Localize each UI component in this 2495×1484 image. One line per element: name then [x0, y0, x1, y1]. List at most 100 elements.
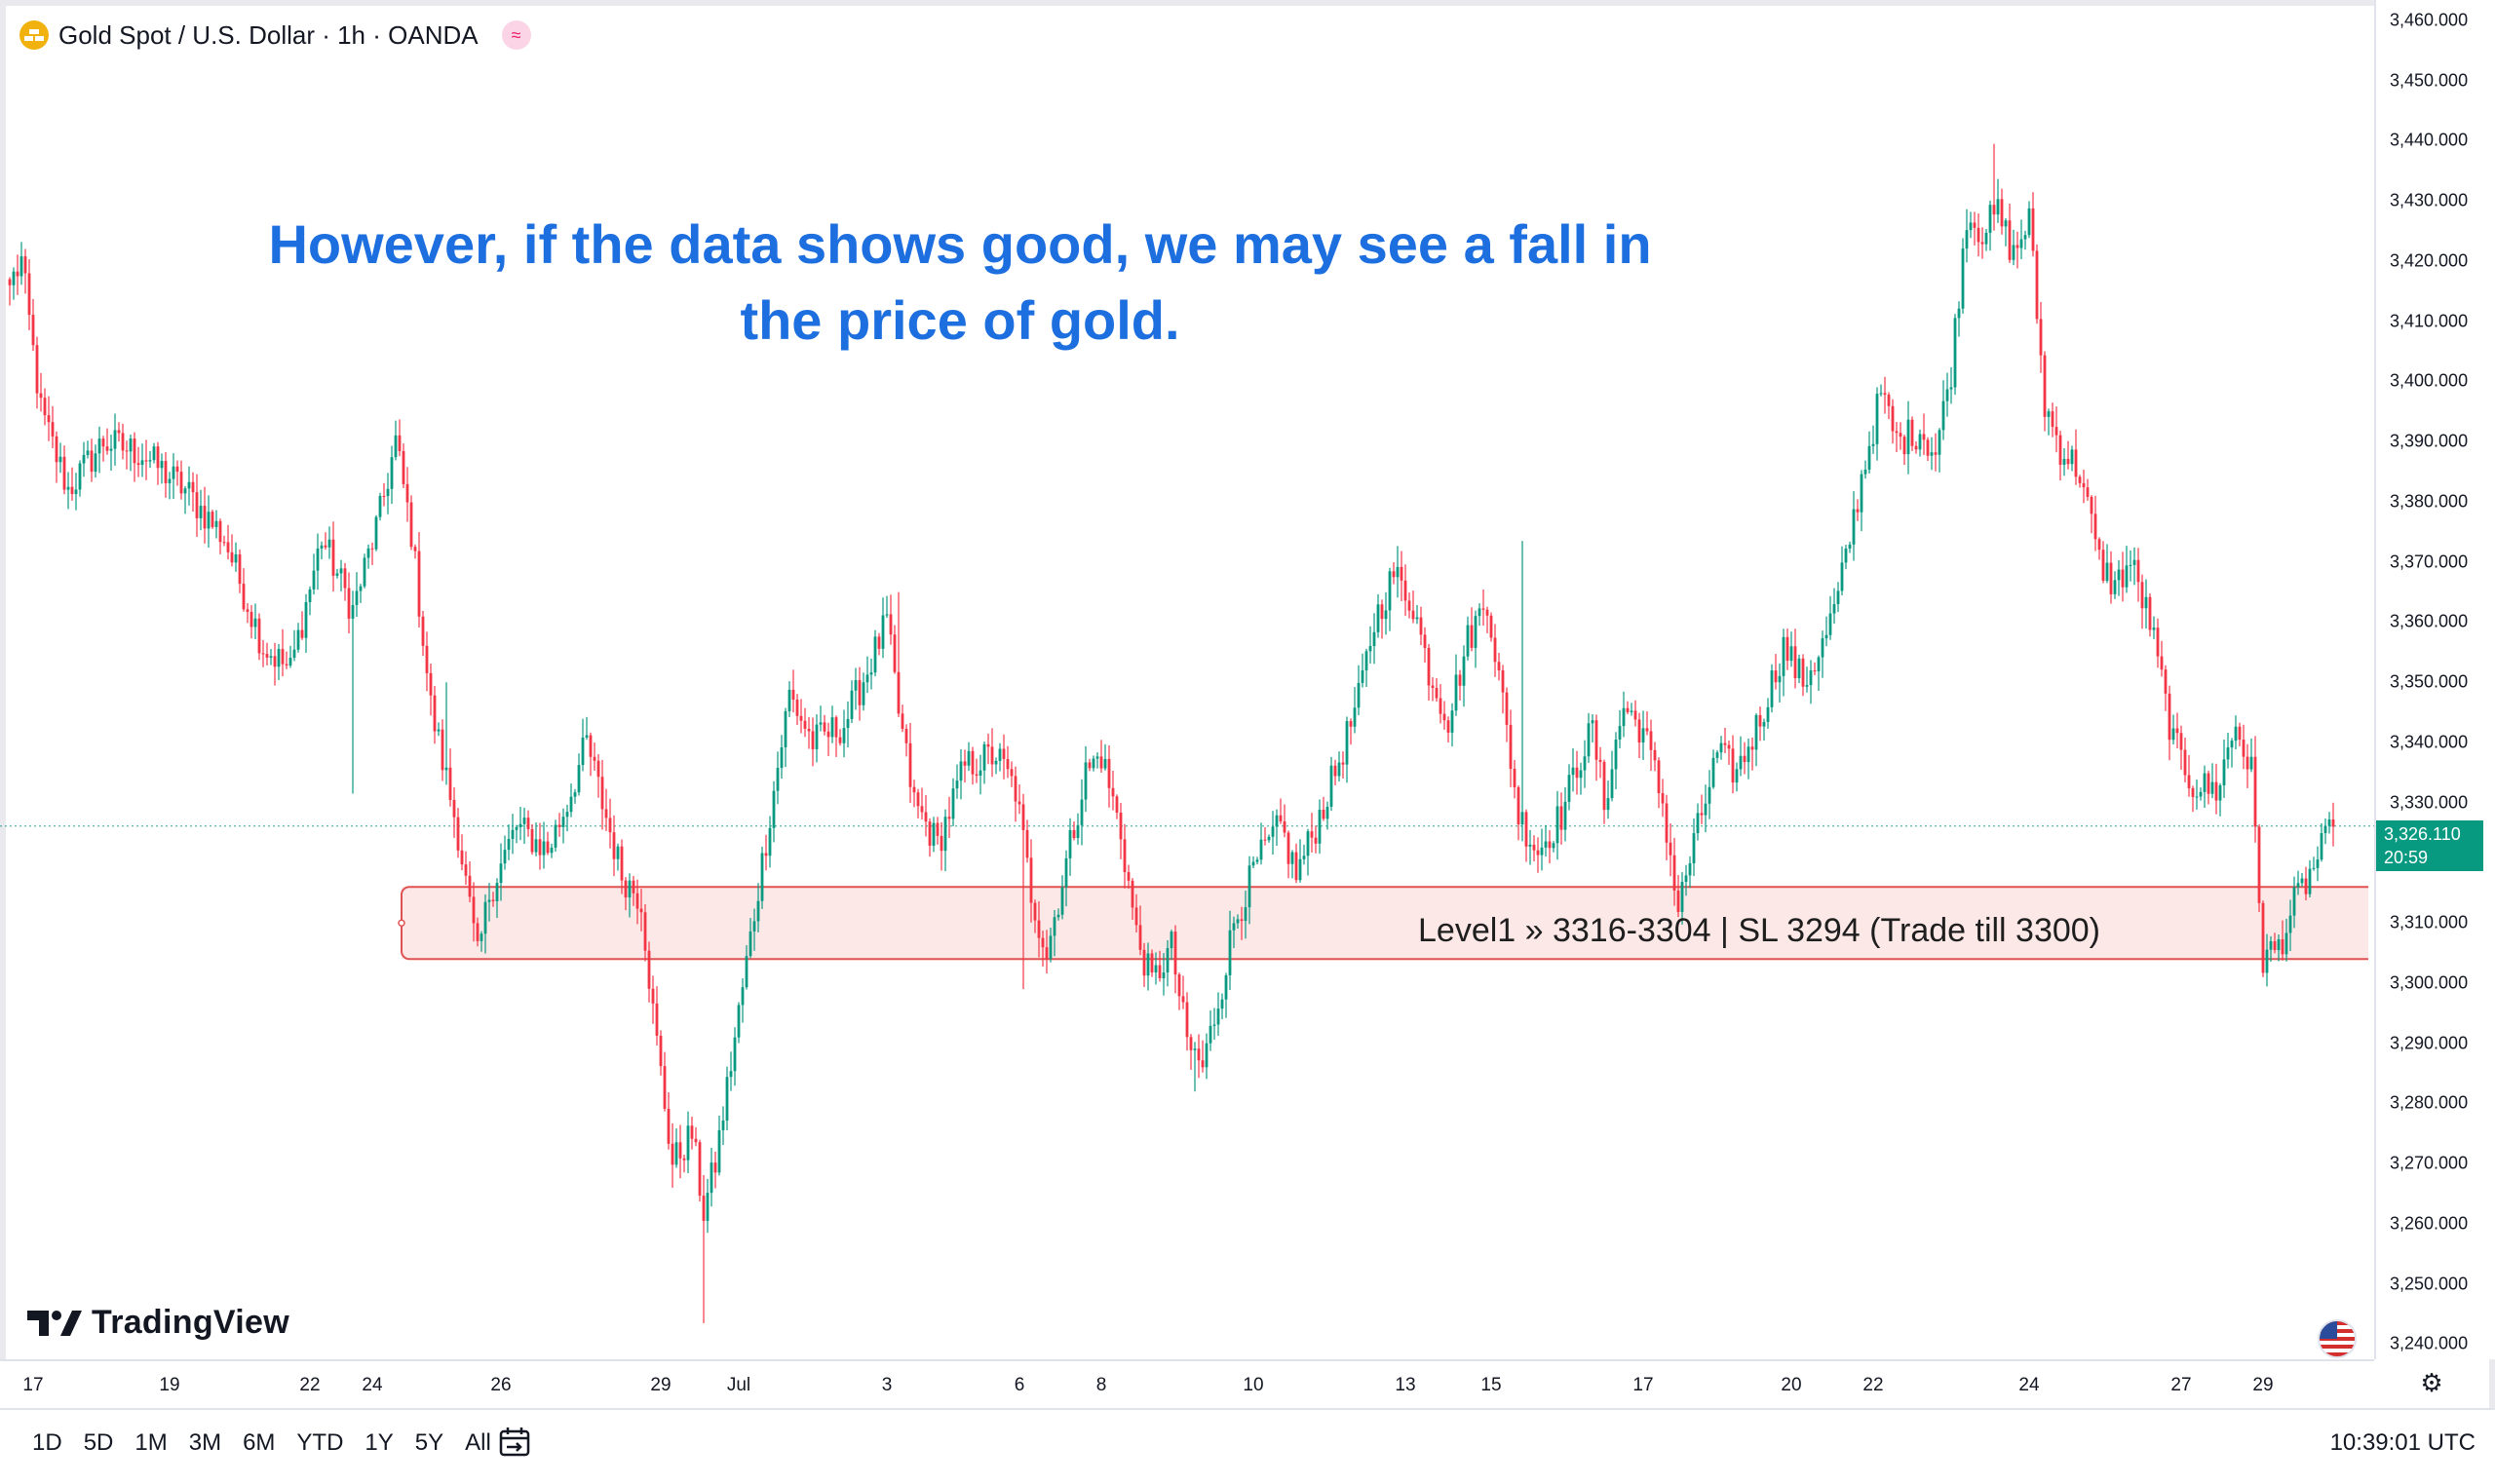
candle-body	[632, 880, 635, 894]
time-axis[interactable]: 17 19 22 24 26 29 Jul 3 6 8 10 13 15 17 20 22 24 27 29	[0, 1359, 2374, 1410]
candle-body	[1119, 812, 1123, 840]
candle-body	[780, 746, 784, 769]
annotation-line-1: However, if the data shows good, we may …	[268, 213, 1652, 275]
candle-body	[1489, 615, 1493, 638]
candle-body	[1431, 685, 1435, 689]
candle-body	[1641, 728, 1645, 743]
range-button-1y[interactable]: 1Y	[365, 1429, 394, 1456]
candle-body	[121, 433, 125, 451]
candle-body	[1844, 548, 1848, 563]
us-flag-icon[interactable]	[2318, 1319, 2357, 1358]
candle-body	[1427, 647, 1431, 686]
candle-body	[1657, 760, 1661, 794]
candle-body	[971, 750, 975, 775]
candle-body	[97, 438, 101, 454]
range-button-all[interactable]: All	[465, 1429, 491, 1456]
candle-body	[1649, 731, 1653, 750]
symbol-header[interactable]: Gold Spot / U.S. Dollar · 1h · OANDA ≈	[19, 16, 531, 55]
candle-body	[1286, 832, 1290, 864]
candle-body	[908, 742, 912, 787]
range-button-6m[interactable]: 6M	[243, 1429, 276, 1456]
candle-body	[1637, 719, 1641, 743]
candle-body	[1439, 698, 1442, 714]
candle-body	[1746, 746, 1750, 763]
range-button-3m[interactable]: 3M	[188, 1429, 222, 1456]
range-button-ytd[interactable]: YTD	[296, 1429, 344, 1456]
candle-body	[1333, 765, 1337, 777]
settings-icon[interactable]: ⚙	[2420, 1367, 2443, 1397]
candle-body	[534, 839, 538, 853]
candle-body	[1446, 720, 1450, 733]
candle-body	[577, 765, 581, 793]
candle-body	[1357, 682, 1361, 708]
candle-body	[1310, 831, 1314, 838]
candle-body	[901, 713, 904, 730]
approx-icon[interactable]: ≈	[501, 20, 531, 50]
candle-body	[2234, 726, 2238, 742]
candle-body	[1134, 907, 1138, 926]
candle-body	[1251, 861, 1255, 866]
range-button-1m[interactable]: 1M	[134, 1429, 168, 1456]
candle-body	[1774, 670, 1778, 683]
chart-plot[interactable]	[0, 0, 2374, 1359]
candle-body	[1552, 843, 1555, 849]
candle-body	[557, 824, 561, 827]
candle-body	[1665, 803, 1669, 843]
candle-body	[1080, 799, 1084, 825]
candle-body	[2125, 565, 2129, 588]
candle-body	[499, 863, 503, 884]
price-axis[interactable]: 3,460.000 3,450.000 3,440.000 3,430.000 3,42…	[2374, 0, 2495, 1359]
candle-body	[288, 657, 292, 666]
candle-body	[1930, 452, 1934, 456]
candle-body	[413, 547, 417, 552]
candle-body	[230, 552, 234, 563]
candle-body	[655, 1003, 659, 1036]
candle-body	[2031, 208, 2035, 251]
go-to-date-icon[interactable]	[497, 1426, 532, 1459]
time-tick-label: 10	[1243, 1375, 1264, 1395]
range-button-5d[interactable]: 5D	[83, 1429, 114, 1456]
candle-body	[1801, 658, 1805, 687]
candle-body	[1103, 758, 1107, 769]
candle-body	[1938, 430, 1941, 455]
candle-body	[620, 846, 624, 881]
candle-body	[1197, 1048, 1201, 1061]
candle-body	[390, 457, 394, 489]
candle-body	[113, 430, 117, 449]
utc-clock[interactable]: 10:39:01 UTC	[2329, 1429, 2476, 1456]
candle-body	[1957, 308, 1961, 319]
candle-body	[246, 609, 250, 612]
price-tick-label: 3,270.000	[2390, 1153, 2469, 1173]
candle-body	[1555, 806, 1559, 844]
candle-body	[1123, 839, 1127, 873]
candle-body	[1045, 947, 1049, 959]
candle-body	[2199, 791, 2203, 797]
candle-body	[608, 818, 612, 833]
candle-body	[2086, 487, 2090, 497]
candle-body	[433, 695, 437, 732]
candle-body	[2222, 759, 2226, 785]
range-button-5y[interactable]: 5Y	[414, 1429, 444, 1456]
candle-body	[515, 826, 518, 830]
candle-body	[1259, 839, 1263, 860]
candle-body	[671, 1143, 674, 1165]
time-tick-label: Jul	[726, 1375, 751, 1395]
candle-body	[1205, 1043, 1209, 1068]
price-tick-label: 3,400.000	[2390, 370, 2469, 391]
candle-body	[881, 615, 885, 649]
candle-body	[179, 472, 183, 494]
candle-body	[2129, 564, 2132, 566]
candle-body	[628, 880, 632, 898]
candle-body	[1462, 656, 1466, 686]
candle-body	[994, 760, 998, 765]
tradingview-logo[interactable]: TradingView	[27, 1304, 289, 1342]
candle-body	[710, 1162, 713, 1194]
candle-body	[1863, 469, 1867, 475]
range-button-1d[interactable]: 1D	[32, 1429, 62, 1456]
candle-body	[1240, 919, 1244, 922]
candle-body	[858, 680, 862, 705]
candle-body	[1345, 721, 1349, 765]
candle-body	[386, 488, 390, 497]
candle-body	[343, 568, 347, 589]
candle-body	[869, 672, 873, 675]
